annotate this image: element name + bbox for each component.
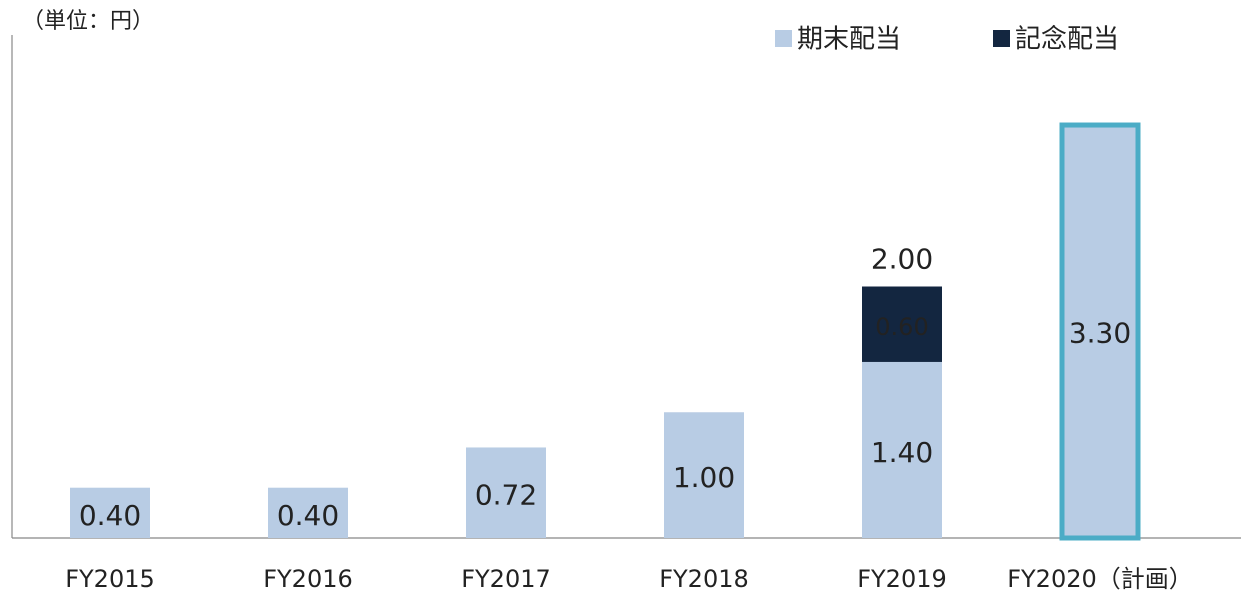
x-tick-label: FY2016 (263, 565, 353, 590)
data-label: 0.72 (475, 479, 537, 512)
legend-swatch (993, 30, 1010, 47)
data-label: 0.40 (277, 499, 339, 532)
legend-swatch (775, 30, 792, 47)
x-tick-label: FY2018 (659, 565, 749, 590)
data-label: 1.00 (673, 461, 735, 494)
x-tick-label: FY2015 (65, 565, 155, 590)
x-tick-label: FY2020（計画） (1007, 565, 1193, 590)
bar (466, 447, 546, 538)
data-label: 3.30 (1069, 317, 1131, 350)
total-label: 2.00 (871, 243, 933, 276)
y-axis-label: （単位：円） (22, 9, 154, 34)
data-label: 0.60 (875, 313, 928, 341)
bar (1059, 122, 1141, 541)
legend-label: 期末配当 (797, 25, 901, 55)
data-label: 0.40 (79, 499, 141, 532)
bar (664, 412, 744, 538)
legend-label: 記念配当 (1015, 25, 1119, 55)
bar (268, 487, 348, 538)
x-tick-label: FY2019 (857, 565, 947, 590)
data-label: 1.40 (871, 436, 933, 469)
bar (862, 361, 942, 538)
x-tick-label: FY2017 (461, 565, 551, 590)
bar (862, 286, 942, 362)
bar (70, 487, 150, 538)
